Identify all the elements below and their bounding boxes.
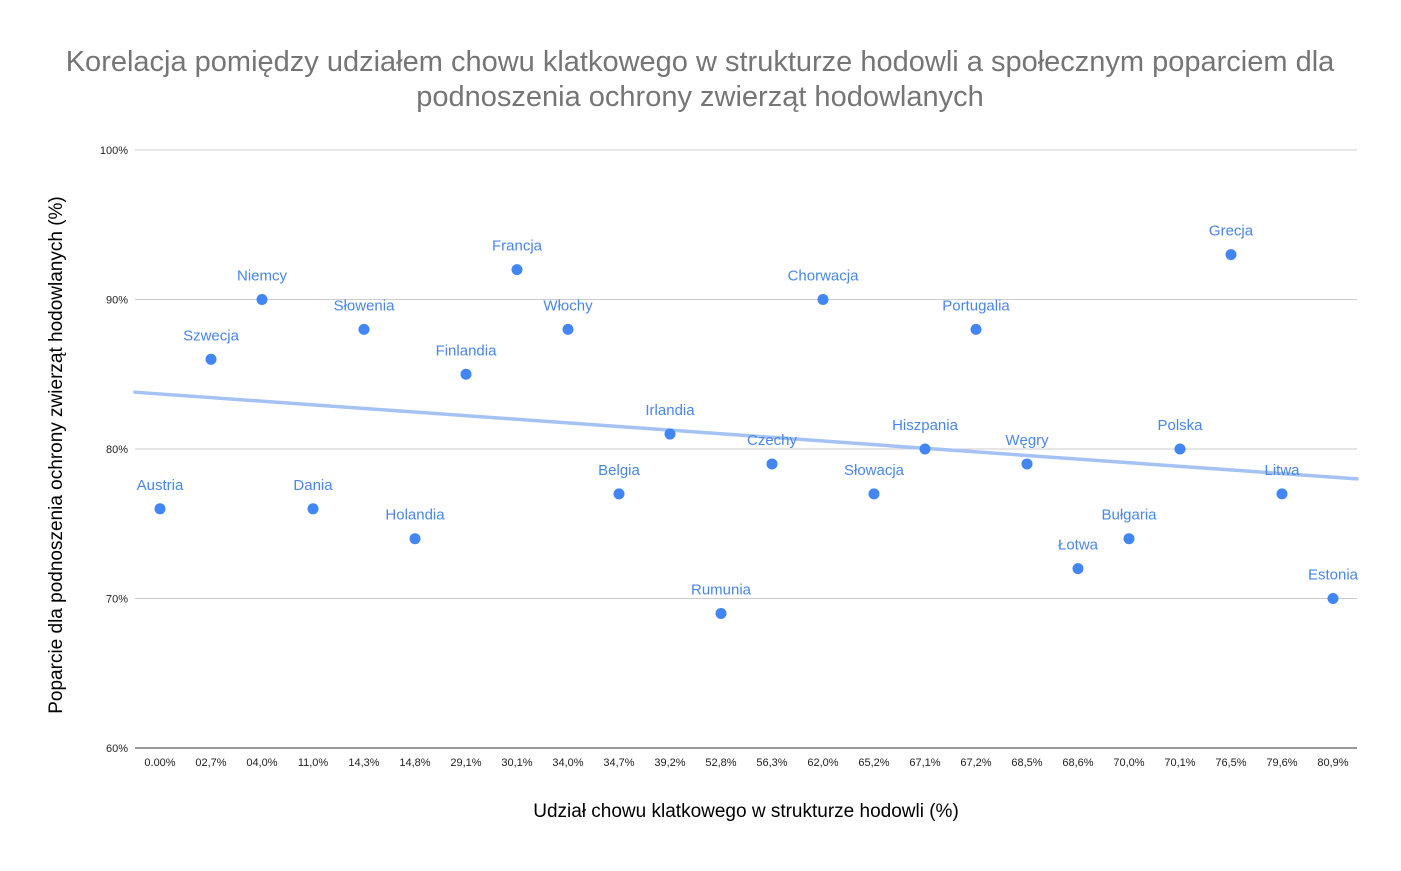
point-label: Węgry: [1005, 432, 1049, 449]
point-label: Holandia: [385, 507, 445, 524]
x-tick-label: 76,5%: [1215, 757, 1246, 769]
point-label: Łotwa: [1058, 537, 1099, 554]
y-axis-ticks: 60% 70% 80% 90% 100%: [100, 145, 128, 755]
x-tick-label: 29,1%: [450, 757, 481, 769]
y-tick-label: 90%: [106, 295, 128, 307]
x-tick-label: 14,3%: [348, 757, 379, 769]
point-label: Estonia: [1308, 567, 1359, 584]
data-point: [1276, 488, 1288, 500]
chart-title-line-1: Korelacja pomiędzy udziałem chowu klatko…: [66, 46, 1335, 78]
y-tick-label: 60%: [106, 743, 128, 755]
data-point: [766, 458, 778, 470]
y-axis-title: Poparcie dla podnoszenia ochrony zwierzą…: [46, 196, 67, 714]
x-tick-label: 68,6%: [1062, 757, 1093, 769]
data-point: [1021, 458, 1033, 470]
point-label: Belgia: [598, 462, 640, 479]
x-tick-label: 79,6%: [1266, 757, 1297, 769]
point-label: Czechy: [747, 432, 798, 449]
point-label: Dania: [293, 477, 333, 494]
point-label: Polska: [1157, 417, 1203, 434]
point-label: Rumunia: [691, 581, 752, 598]
point-label: Finlandia: [436, 342, 498, 359]
data-point: [715, 607, 727, 619]
x-tick-label: 34,0%: [552, 757, 583, 769]
point-label: Bułgaria: [1101, 507, 1157, 524]
x-tick-label: 52,8%: [705, 757, 736, 769]
point-label: Austria: [137, 477, 184, 494]
data-point: [1225, 249, 1237, 261]
data-point: [460, 368, 472, 380]
x-tick-label: 70,0%: [1113, 757, 1144, 769]
chart-title-line-2: podnoszenia ochrony zwierząt hodowlanych: [416, 81, 983, 113]
x-tick-label: 70,1%: [1164, 757, 1195, 769]
data-point: [409, 533, 421, 545]
point-label: Chorwacja: [788, 268, 860, 285]
y-tick-label: 100%: [100, 145, 128, 157]
x-tick-label: 56,3%: [756, 757, 787, 769]
data-point: [970, 323, 982, 335]
x-tick-label: 14,8%: [399, 757, 430, 769]
x-axis-title: Udział chowu klatkowego w strukturze hod…: [533, 801, 959, 822]
data-points: [154, 249, 1339, 619]
point-label: Litwa: [1264, 462, 1300, 479]
x-tick-label: 39,2%: [654, 757, 685, 769]
point-label: Grecja: [1209, 223, 1254, 240]
data-point: [1327, 593, 1339, 604]
trendline-group: [133, 390, 1359, 481]
point-label: Portugalia: [942, 297, 1010, 314]
point-label: Hiszpania: [892, 417, 959, 434]
data-point: [511, 264, 523, 276]
data-point: [1174, 443, 1186, 455]
data-point: [562, 323, 574, 335]
x-tick-label: 68,5%: [1011, 757, 1042, 769]
data-point: [613, 488, 625, 500]
data-point: [358, 323, 370, 335]
point-label: Szwecja: [183, 327, 240, 344]
x-tick-label: 62,0%: [807, 757, 838, 769]
x-tick-label: 67,2%: [960, 757, 991, 769]
y-tick-label: 70%: [106, 594, 128, 606]
data-point: [205, 353, 217, 365]
data-point: [664, 428, 676, 440]
point-label: Francja: [492, 238, 543, 255]
x-axis-ticks: 0.00% 02,7% 04,0% 11,0% 14,3% 14,8% 29,1% 30,1%…: [144, 757, 1348, 769]
data-point: [154, 503, 166, 515]
y-tick-label: 80%: [106, 444, 128, 456]
x-tick-label: 0.00%: [144, 757, 175, 769]
data-point: [1072, 563, 1084, 575]
point-label: Niemcy: [237, 268, 288, 285]
trendline: [133, 390, 1359, 481]
data-point: [307, 503, 319, 515]
gridlines: [135, 149, 1357, 749]
x-tick-label: 30,1%: [501, 757, 532, 769]
x-tick-label: 04,0%: [246, 757, 277, 769]
point-label: Słowenia: [334, 297, 396, 314]
x-tick-label: 34,7%: [603, 757, 634, 769]
x-tick-label: 67,1%: [909, 757, 940, 769]
point-label: Włochy: [543, 297, 593, 314]
data-point: [256, 294, 268, 305]
data-point: [1123, 533, 1135, 545]
x-tick-label: 11,0%: [298, 757, 329, 769]
point-label: Słowacja: [844, 462, 905, 479]
x-tick-label: 02,7%: [195, 757, 226, 769]
chart-title: Korelacja pomiędzy udziałem chowu klatko…: [66, 46, 1335, 113]
point-label: Irlandia: [645, 402, 695, 419]
x-tick-label: 65,2%: [858, 757, 889, 769]
data-point: [817, 294, 829, 305]
point-labels: Austria Szwecja Niemcy Dania Słowenia Holandi…: [137, 223, 1359, 599]
x-tick-label: 80,9%: [1317, 757, 1348, 769]
data-point: [919, 443, 931, 455]
data-point: [868, 488, 880, 500]
